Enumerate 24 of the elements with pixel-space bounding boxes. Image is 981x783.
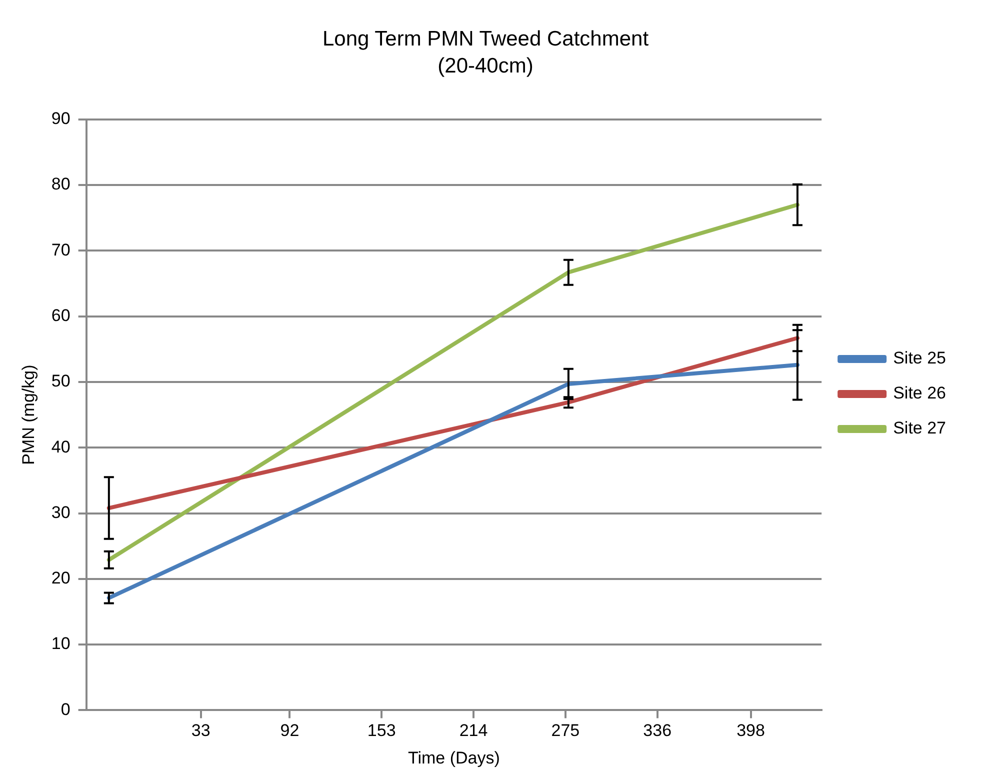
legend-label: Site 27 [893, 418, 946, 438]
x-tick-label: 336 [643, 721, 672, 740]
x-tick-label: 214 [459, 721, 488, 740]
y-tick-label: 50 [51, 372, 70, 391]
y-tick-label: 40 [51, 437, 70, 456]
legend-label: Site 25 [893, 348, 946, 368]
chart-subtitle: (20-40cm) [438, 54, 534, 78]
x-tick-label: 153 [367, 721, 396, 740]
y-tick-label: 0 [60, 700, 70, 719]
x-tick-label: 33 [191, 721, 210, 740]
y-tick-label: 80 [51, 174, 70, 194]
y-tick-label: 60 [51, 306, 70, 326]
y-tick-label: 70 [51, 240, 70, 260]
y-axis-title: PMN (mg/kg) [18, 364, 38, 465]
y-tick-label: 10 [51, 634, 70, 654]
legend-label: Site 26 [893, 384, 946, 403]
y-tick-label: 30 [51, 502, 70, 522]
y-tick-label: 90 [51, 109, 70, 128]
x-tick-label: 275 [551, 721, 580, 740]
y-tick-label: 20 [51, 568, 70, 588]
x-tick-label: 398 [736, 721, 765, 740]
x-axis-title: Time (Days) [408, 748, 500, 768]
chart-title: Long Term PMN Tweed Catchment [322, 27, 649, 50]
x-tick-label: 92 [280, 721, 300, 740]
